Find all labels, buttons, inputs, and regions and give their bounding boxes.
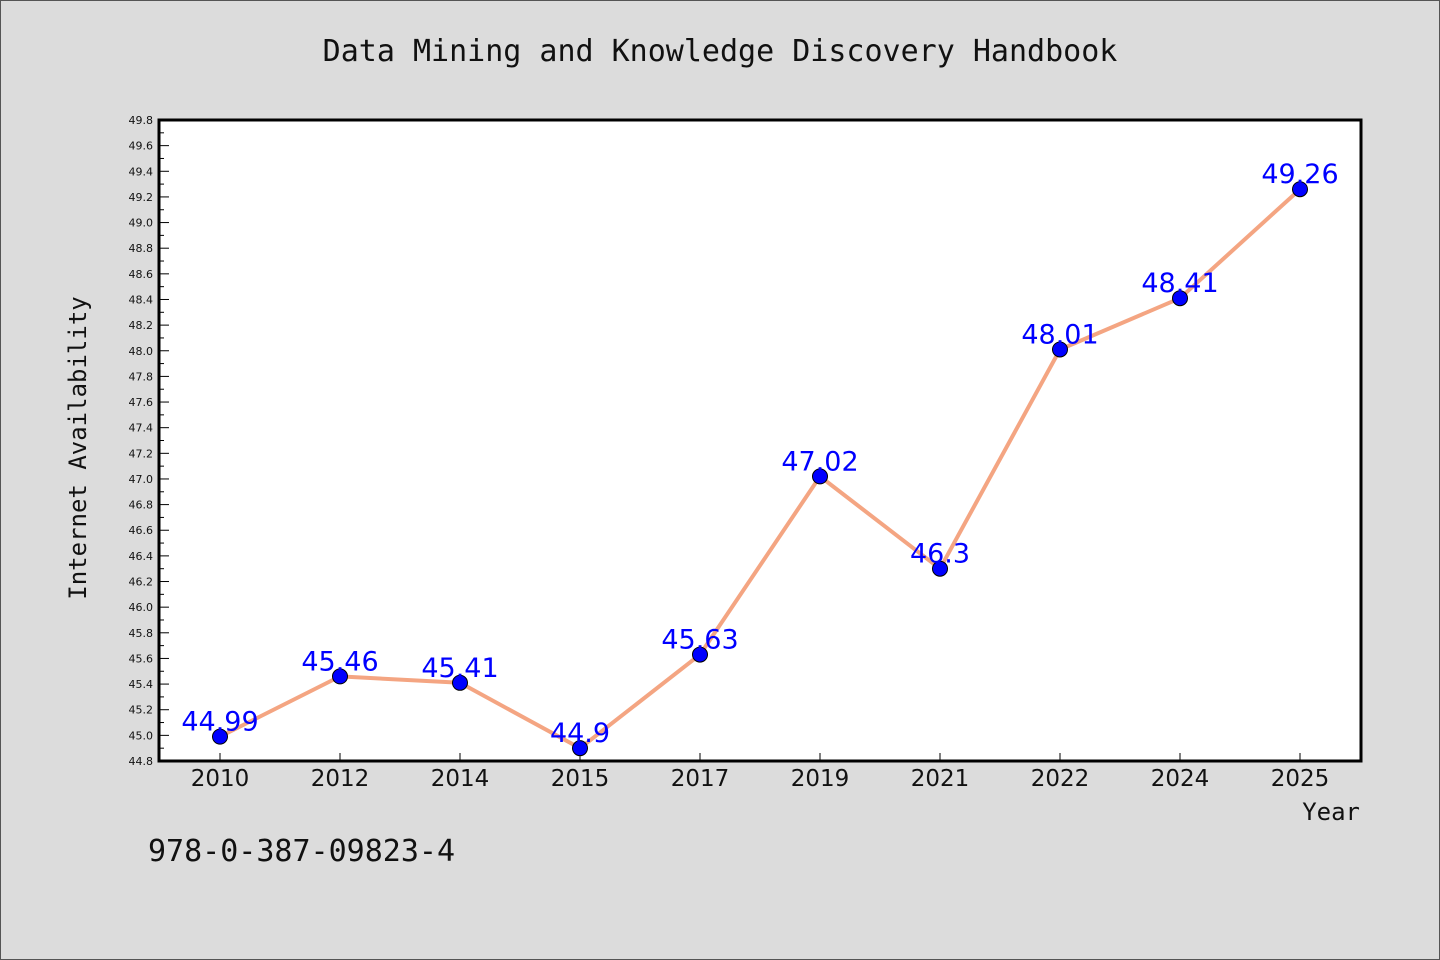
data-label: 45.63 (661, 625, 738, 656)
data-point (692, 646, 708, 663)
y-axis-label: Internet Availability (64, 296, 92, 599)
y-tick-label: 48.2 (129, 319, 154, 332)
data-point (1292, 181, 1308, 198)
data-point (932, 560, 948, 577)
data-label: 44.9 (550, 718, 610, 749)
x-axis: 2010 2012 2014 2015 2017 2019 2021 2022 2024 2025 (191, 753, 1330, 792)
data-point (212, 728, 228, 745)
x-axis-label: Year (1302, 798, 1360, 826)
data-label: 45.41 (421, 653, 498, 684)
y-axis: 44.8 45.0 45.2 45.4 45.6 45.8 46.0 46.2 46.4 46.6… (129, 114, 169, 768)
x-tick-label: 2019 (791, 766, 850, 792)
y-tick-label: 46.8 (129, 499, 154, 512)
x-tick-label: 2021 (911, 766, 970, 792)
data-label: 44.99 (181, 707, 258, 738)
data-label: 48.01 (1021, 319, 1098, 350)
data-label: 45.46 (301, 646, 378, 677)
data-labels: 44.99 45.46 45.41 44.9 45.63 47.02 46.3 48.01 48… (181, 159, 1338, 749)
y-tick-label: 47.0 (129, 473, 154, 486)
y-tick-label: 46.2 (129, 576, 154, 589)
y-tick-label: 49.0 (129, 217, 154, 230)
data-label: 47.02 (781, 446, 858, 477)
x-tick-label: 2014 (431, 766, 490, 792)
y-tick-label: 47.8 (129, 370, 154, 383)
series-markers (212, 181, 1308, 757)
x-tick-label: 2025 (1271, 766, 1330, 792)
x-tick-label: 2022 (1031, 766, 1090, 792)
y-tick-label: 47.4 (129, 422, 154, 435)
data-label: 48.41 (1141, 268, 1218, 299)
y-tick-label: 48.4 (129, 293, 154, 306)
y-tick-label: 45.8 (129, 627, 154, 640)
y-tick-label: 48.0 (129, 345, 154, 358)
x-tick-label: 2012 (311, 766, 370, 792)
y-tick-label: 45.2 (129, 704, 154, 717)
data-point (1172, 290, 1188, 307)
y-tick-label: 49.2 (129, 191, 154, 204)
chart-title: Data Mining and Knowledge Discovery Hand… (322, 34, 1118, 69)
data-label: 46.3 (910, 539, 970, 570)
data-point (812, 468, 828, 485)
plot-area (157, 118, 1363, 763)
y-tick-label: 49.4 (129, 165, 154, 178)
data-point (1052, 341, 1068, 358)
x-tick-label: 2010 (191, 766, 250, 792)
x-tick-label: 2024 (1151, 766, 1210, 792)
y-tick-label: 47.2 (129, 447, 154, 460)
series-line (219, 187, 1302, 751)
y-tick-label: 44.8 (129, 755, 154, 768)
y-tick-label: 46.4 (129, 550, 154, 563)
y-tick-label: 46.0 (129, 601, 154, 614)
y-tick-label: 49.8 (129, 114, 154, 127)
x-tick-label: 2017 (671, 766, 730, 792)
y-tick-label: 45.0 (129, 729, 154, 742)
data-point (332, 668, 348, 685)
isbn-text: 978-0-387-09823-4 (148, 834, 456, 869)
data-point (572, 740, 588, 757)
y-tick-label: 45.4 (129, 678, 154, 691)
y-tick-label: 48.8 (129, 242, 154, 255)
y-tick-label: 49.6 (129, 140, 154, 153)
y-tick-label: 45.6 (129, 652, 154, 665)
data-point (452, 674, 468, 691)
x-tick-label: 2015 (551, 766, 610, 792)
y-tick-label: 47.6 (129, 396, 154, 409)
data-label: 49.26 (1261, 159, 1338, 190)
y-tick-label: 48.6 (129, 268, 154, 281)
y-tick-label: 46.6 (129, 524, 154, 537)
